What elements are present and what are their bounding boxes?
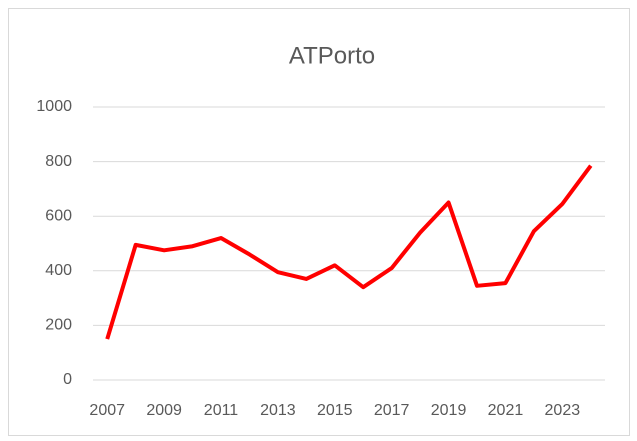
x-tick-label: 2021 [488,402,524,419]
y-tick-label: 1000 [36,98,72,115]
y-tick-label: 0 [63,371,72,388]
data-line [105,164,593,340]
x-tick-label: 2011 [204,402,239,419]
x-tick-label: 2013 [260,402,296,419]
y-tick-label: 800 [45,153,72,170]
chart-title: ATPorto [289,42,375,69]
y-tick-label: 400 [45,262,72,279]
y-tick-label: 600 [45,207,72,224]
chart-border [8,8,630,436]
x-tick-label: 2023 [545,402,581,419]
x-tick-label: 2019 [431,402,467,419]
x-tick-label: 2007 [89,402,125,419]
y-tick-label: 200 [45,317,72,334]
x-tick-label: 2017 [374,402,410,419]
x-tick-label: 2009 [146,402,182,419]
x-tick-label: 2015 [317,402,353,419]
